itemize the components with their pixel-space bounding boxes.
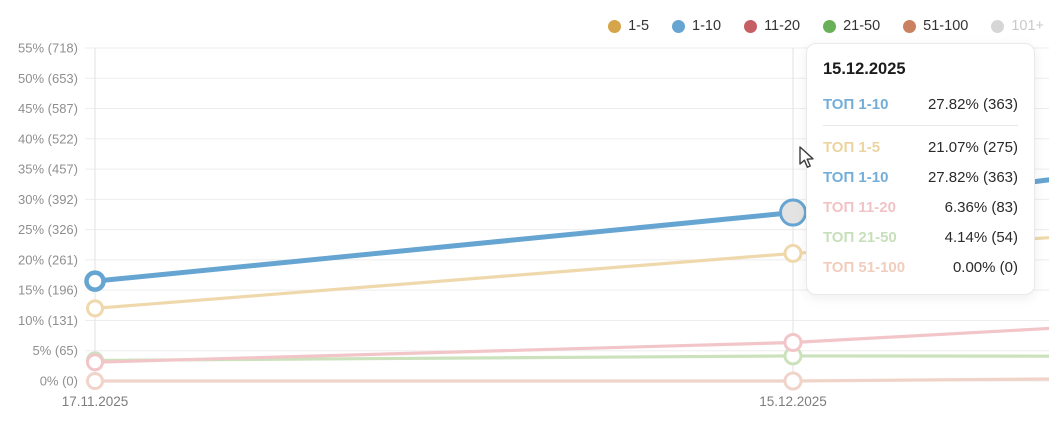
tooltip-series-value: 0.00% (0) <box>952 258 1018 276</box>
tooltip-row: ТОП 1-5 21.07% (275) <box>823 132 1018 162</box>
legend-dot-21-50-icon <box>823 19 837 33</box>
svg-text:35% (457): 35% (457) <box>18 162 78 177</box>
legend-dot-1-10-icon <box>672 19 686 33</box>
legend-dot-11-20-icon <box>744 19 758 33</box>
legend-dot-1-5-icon <box>608 19 622 33</box>
legend-item-21-50[interactable]: 21-50 <box>823 18 880 34</box>
svg-text:10% (131): 10% (131) <box>18 313 78 328</box>
tooltip-series-value: 4.14% (54) <box>944 228 1018 246</box>
svg-text:50% (653): 50% (653) <box>18 71 78 86</box>
svg-text:17.11.2025: 17.11.2025 <box>62 394 129 409</box>
tooltip-row: ТОП 51-100 0.00% (0) <box>823 252 1018 282</box>
tooltip-series-label: ТОП 11-20 <box>823 198 896 216</box>
tooltip-series-label: ТОП 1-5 <box>823 138 881 156</box>
svg-text:25% (326): 25% (326) <box>18 222 78 237</box>
legend-item-11-20[interactable]: 11-20 <box>744 18 800 34</box>
svg-text:15% (196): 15% (196) <box>18 283 78 298</box>
legend-dot-51-100-icon <box>903 19 917 33</box>
legend-dot-101-plus-icon <box>991 19 1005 33</box>
chart-tooltip: 15.12.2025 ТОП 1-10 27.82% (363) ТОП 1-5… <box>806 43 1035 295</box>
tooltip-series-label: ТОП 51-100 <box>823 258 906 276</box>
tooltip-row: ТОП 11-20 6.36% (83) <box>823 192 1018 222</box>
svg-text:30% (392): 30% (392) <box>18 192 78 207</box>
svg-text:15.12.2025: 15.12.2025 <box>759 394 827 409</box>
svg-text:0% (0): 0% (0) <box>40 374 78 389</box>
tooltip-series-value: 27.82% (363) <box>927 168 1018 186</box>
tooltip-series-value: 21.07% (275) <box>927 138 1018 156</box>
tooltip-series-label: ТОП 1-10 <box>823 168 889 186</box>
svg-text:20% (261): 20% (261) <box>18 252 78 267</box>
legend-label: 1-5 <box>628 18 650 34</box>
tooltip-series-value: 27.82% (363) <box>927 95 1018 113</box>
svg-text:5% (65): 5% (65) <box>32 343 78 358</box>
chart-legend: 1-5 1-10 11-20 21-50 51-100 101+ <box>608 18 1044 34</box>
svg-text:55% (718): 55% (718) <box>18 40 78 55</box>
legend-label: 21-50 <box>843 18 881 34</box>
tooltip-series-label: ТОП 21-50 <box>823 228 897 246</box>
tooltip-highlight-row: ТОП 1-10 27.82% (363) <box>823 89 1018 119</box>
tooltip-series-label: ТОП 1-10 <box>823 95 889 113</box>
tooltip-row: ТОП 21-50 4.14% (54) <box>823 222 1018 252</box>
tooltip-divider <box>823 125 1018 126</box>
legend-label: 1-10 <box>692 18 722 34</box>
legend-item-1-5[interactable]: 1-5 <box>608 18 649 34</box>
legend-item-51-100[interactable]: 51-100 <box>903 18 968 34</box>
legend-item-1-10[interactable]: 1-10 <box>672 18 721 34</box>
svg-text:40% (522): 40% (522) <box>18 131 78 146</box>
svg-text:45% (587): 45% (587) <box>18 101 78 116</box>
tooltip-series-value: 6.36% (83) <box>944 198 1018 216</box>
legend-label: 11-20 <box>764 18 801 34</box>
legend-item-101-plus[interactable]: 101+ <box>991 18 1044 34</box>
legend-label: 51-100 <box>923 18 969 34</box>
tooltip-row: ТОП 1-10 27.82% (363) <box>823 162 1018 192</box>
legend-label: 101+ <box>1011 18 1044 34</box>
tooltip-date-title: 15.12.2025 <box>823 60 906 78</box>
